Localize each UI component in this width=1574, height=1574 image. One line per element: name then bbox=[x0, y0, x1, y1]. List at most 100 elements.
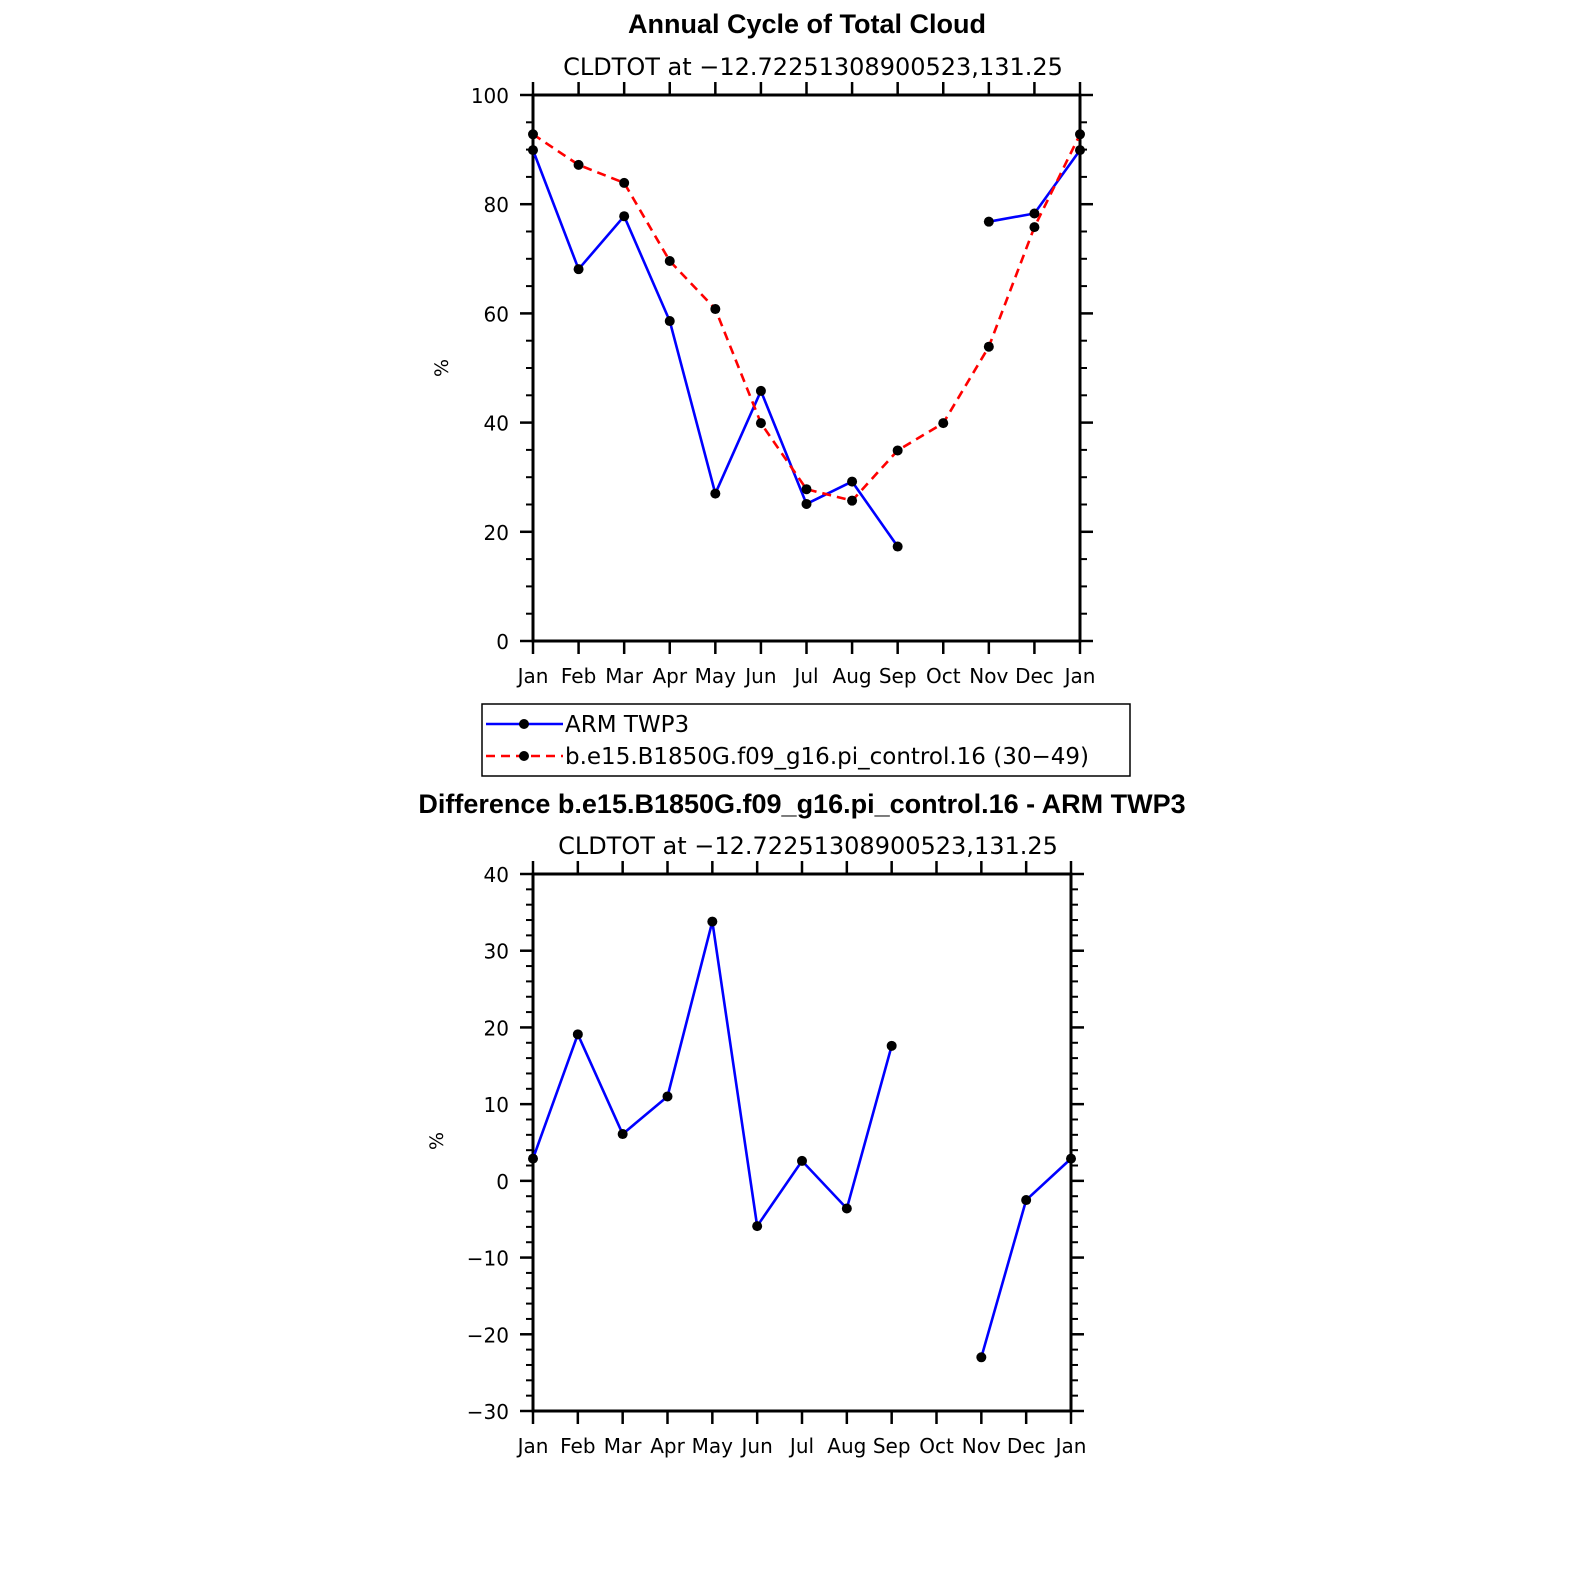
x-tick-label: Sep bbox=[873, 1434, 911, 1458]
y-tick-label: 0 bbox=[496, 1170, 509, 1194]
data-point-1 bbox=[1029, 222, 1040, 233]
y-tick-label: 100 bbox=[471, 84, 509, 108]
axes: −30 −20 −10 0 10 20 30 40 Jan Feb Mar Apr May Jun Jul A… bbox=[467, 861, 1087, 1458]
y-tick-label: −20 bbox=[467, 1323, 509, 1347]
axes: 0 20 40 60 80 100 Jan Feb Mar Apr May Jun Jul Aug Sep O… bbox=[471, 82, 1096, 688]
data-point-1 bbox=[847, 495, 858, 506]
data-point-1 bbox=[528, 129, 538, 140]
x-tick-label: Apr bbox=[652, 664, 687, 688]
data-point-1 bbox=[573, 159, 584, 170]
data-point-0 bbox=[1029, 208, 1040, 219]
x-tick-label: Apr bbox=[650, 1434, 685, 1458]
data-point-0 bbox=[619, 211, 630, 222]
x-tick-label: Nov bbox=[969, 664, 1008, 688]
y-tick-label: 40 bbox=[484, 412, 509, 436]
legend-marker-arm bbox=[519, 719, 529, 729]
data-point-1 bbox=[619, 177, 630, 188]
x-tick-label: Dec bbox=[1007, 1434, 1046, 1458]
data-point-0 bbox=[847, 476, 858, 487]
data-point-1 bbox=[801, 484, 812, 495]
legend-box bbox=[481, 703, 1131, 777]
data-point-0 bbox=[528, 145, 538, 156]
x-tick-label: Jan bbox=[1063, 664, 1096, 688]
data-point-0 bbox=[528, 1153, 538, 1164]
series-line-1 bbox=[532, 133, 1082, 503]
y-tick-label: 60 bbox=[484, 302, 509, 326]
series-line-0 bbox=[531, 149, 899, 548]
x-tick-label: Oct bbox=[926, 664, 961, 688]
data-point-0 bbox=[755, 385, 766, 396]
x-tick-label: May bbox=[692, 1434, 734, 1458]
data-point-0 bbox=[752, 1221, 763, 1232]
x-tick-label: Nov bbox=[962, 1434, 1001, 1458]
chart-subtitle: CLDTOT at −12.72251308900523,131.25 bbox=[558, 832, 1058, 860]
data-point-0 bbox=[892, 541, 903, 552]
series-layer bbox=[528, 129, 1085, 552]
data-point-0 bbox=[1066, 1153, 1076, 1164]
legend-label-arm: ARM TWP3 bbox=[565, 712, 689, 738]
annual-cycle-chart: Annual Cycle of Total Cloud CLDTOT at −1… bbox=[431, 9, 1095, 688]
x-tick-label: Jan bbox=[1054, 1434, 1087, 1458]
x-tick-label: Mar bbox=[604, 1434, 643, 1458]
data-point-0 bbox=[983, 216, 994, 227]
data-point-0 bbox=[662, 1091, 673, 1102]
data-point-0 bbox=[664, 316, 675, 327]
series-line-0 bbox=[531, 921, 893, 1230]
x-tick-label: May bbox=[695, 664, 737, 688]
data-point-0 bbox=[841, 1203, 852, 1214]
series-line-0 bbox=[980, 1157, 1072, 1358]
x-tick-label: Dec bbox=[1015, 664, 1054, 688]
y-tick-label: 10 bbox=[484, 1093, 509, 1117]
chart-title: Annual Cycle of Total Cloud bbox=[628, 9, 986, 39]
y-axis-label: % bbox=[426, 1132, 448, 1150]
y-tick-label: 20 bbox=[484, 1016, 509, 1040]
y-tick-label: 80 bbox=[484, 193, 509, 217]
y-tick-label: −30 bbox=[467, 1400, 509, 1424]
data-point-0 bbox=[797, 1155, 807, 1166]
data-point-1 bbox=[710, 304, 721, 315]
x-tick-label: Jun bbox=[740, 1434, 773, 1458]
plot-frame bbox=[531, 93, 1082, 643]
data-point-1 bbox=[755, 418, 766, 429]
difference-chart: Difference b.e15.B1850G.f09_g16.pi_contr… bbox=[418, 789, 1185, 1458]
data-point-1 bbox=[892, 445, 903, 456]
chart-title: Difference b.e15.B1850G.f09_g16.pi_contr… bbox=[418, 789, 1185, 819]
x-tick-label: Jul bbox=[792, 664, 818, 688]
legend: ARM TWP3 b.e15.B1850G.f09_g16.pi_control… bbox=[481, 703, 1131, 777]
data-point-0 bbox=[710, 488, 721, 499]
x-tick-label: Jan bbox=[516, 1434, 549, 1458]
data-point-1 bbox=[664, 255, 675, 266]
data-point-0 bbox=[976, 1352, 987, 1363]
data-point-0 bbox=[617, 1129, 628, 1140]
chart-subtitle: CLDTOT at −12.72251308900523,131.25 bbox=[563, 53, 1063, 81]
x-tick-label: Aug bbox=[833, 664, 872, 688]
y-axis-label: % bbox=[431, 359, 453, 377]
x-tick-label: Jul bbox=[788, 1434, 814, 1458]
legend-marker-model bbox=[519, 751, 529, 761]
data-point-0 bbox=[886, 1040, 897, 1051]
x-tick-label: Oct bbox=[919, 1434, 954, 1458]
data-point-1 bbox=[938, 418, 949, 429]
x-tick-label: Feb bbox=[560, 1434, 595, 1458]
y-tick-label: 0 bbox=[496, 630, 509, 654]
data-point-0 bbox=[801, 498, 812, 509]
series-layer bbox=[528, 916, 1076, 1363]
x-tick-label: Mar bbox=[605, 664, 644, 688]
data-point-0 bbox=[1021, 1195, 1032, 1206]
x-tick-label: Sep bbox=[879, 664, 917, 688]
legend-label-model: b.e15.B1850G.f09_g16.pi_control.16 (30−4… bbox=[565, 744, 1089, 770]
y-tick-label: 20 bbox=[484, 521, 509, 545]
x-tick-label: Aug bbox=[827, 1434, 866, 1458]
x-tick-label: Feb bbox=[561, 664, 596, 688]
y-tick-label: 30 bbox=[484, 940, 509, 964]
data-point-0 bbox=[707, 916, 718, 927]
y-tick-label: 40 bbox=[484, 863, 509, 887]
y-tick-label: −10 bbox=[467, 1247, 509, 1271]
data-point-1 bbox=[1075, 129, 1085, 140]
data-point-0 bbox=[1075, 145, 1085, 156]
data-point-0 bbox=[572, 1029, 583, 1040]
data-point-0 bbox=[573, 264, 584, 275]
x-tick-label: Jun bbox=[743, 664, 776, 688]
x-tick-label: Jan bbox=[516, 664, 549, 688]
